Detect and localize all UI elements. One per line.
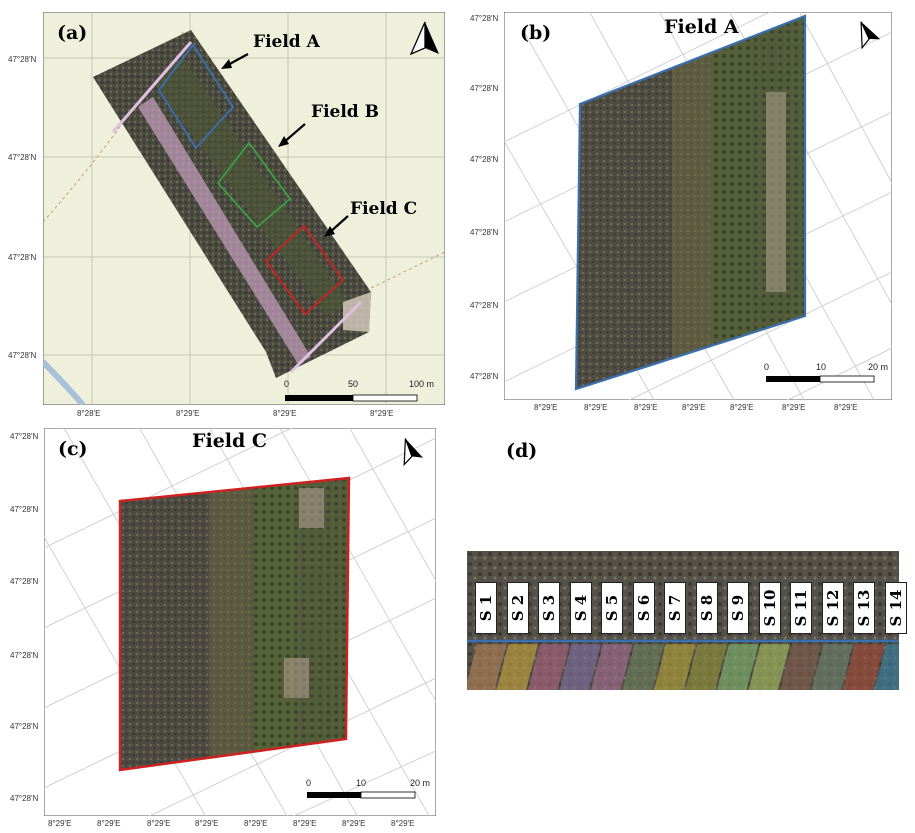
lon-label: 8°29'E xyxy=(370,409,394,418)
lat-label: 47°28'N xyxy=(8,55,37,64)
strip-label: S 9 xyxy=(727,582,749,634)
strip-band xyxy=(528,644,570,690)
panel-b-label: (b) xyxy=(520,22,552,44)
panel-b: (b) Field A 0 10 20 m xyxy=(504,12,892,400)
lon-label: 8°29'E xyxy=(682,403,706,412)
north-arrow-icon xyxy=(409,21,439,56)
strip-band xyxy=(591,644,633,690)
lat-label: 47°28'N xyxy=(470,372,499,381)
strip-band xyxy=(780,644,822,690)
strip-band xyxy=(811,644,853,690)
strip-label: S 6 xyxy=(632,582,655,634)
lat-label: 47°28'N xyxy=(10,505,39,514)
strip-band xyxy=(843,644,885,690)
strip-label: S 2 xyxy=(506,582,529,634)
lat-label: 47°28'N xyxy=(10,794,39,803)
strip-label: S 5 xyxy=(601,582,623,634)
scale-label: 0 xyxy=(306,778,312,788)
strip-band xyxy=(748,644,790,690)
lon-label: 8°28'E xyxy=(77,409,101,418)
strip-label: S 10 xyxy=(758,582,781,634)
panel-a-map xyxy=(43,12,445,405)
lon-label: 8°29'E xyxy=(782,403,806,412)
scale-label: 50 xyxy=(348,379,359,389)
field-a-annotation: Field A xyxy=(253,32,320,52)
scale-label: 100 m xyxy=(409,379,435,389)
strip-band xyxy=(685,644,727,690)
panel-b-title: Field A xyxy=(664,16,739,38)
field-a-outline xyxy=(574,14,807,391)
field-b-annotation: Field B xyxy=(311,102,379,122)
field-c-outline xyxy=(264,224,345,316)
field-a-outline xyxy=(157,43,235,150)
scale-label: 0 xyxy=(284,379,290,389)
strip-label: S 8 xyxy=(695,582,718,634)
panel-c-map xyxy=(44,428,436,816)
lat-label: 47°28'N xyxy=(8,153,37,162)
lon-label: 8°29'E xyxy=(634,403,658,412)
lat-label: 47°28'N xyxy=(10,432,39,441)
lon-label: 8°29'E xyxy=(730,403,754,412)
lon-label: 8°29'E xyxy=(534,403,558,412)
strip-label: S 4 xyxy=(569,582,592,634)
lon-label: 8°29'E xyxy=(195,819,219,828)
strip-label: S 3 xyxy=(538,582,560,634)
field-c-outline xyxy=(118,476,351,772)
lat-label: 47°28'N xyxy=(470,228,499,237)
lon-label: 8°29'E xyxy=(97,819,121,828)
lon-label: 8°29'E xyxy=(834,403,858,412)
strip-band xyxy=(874,644,899,690)
panel-c: (c) Field C 0 10 20 m xyxy=(44,428,436,816)
panel-c-title: Field C xyxy=(192,430,268,452)
lon-label: 8°29'E xyxy=(584,403,608,412)
panel-a-label: (a) xyxy=(57,22,88,44)
field-c-annotation: Field C xyxy=(350,199,418,219)
lat-label: 47°28'N xyxy=(8,351,37,360)
scale-label: 10 xyxy=(356,778,367,788)
strip-band xyxy=(622,644,664,690)
lat-label: 47°28'N xyxy=(470,84,499,93)
lon-label: 8°29'E xyxy=(342,819,366,828)
lon-label: 8°29'E xyxy=(273,409,297,418)
strip-label: S 13 xyxy=(853,582,875,634)
lat-label: 47°28'N xyxy=(470,301,499,310)
lon-label: 8°29'E xyxy=(48,819,72,828)
lat-label: 47°28'N xyxy=(10,651,39,660)
strip-band xyxy=(717,644,759,690)
lon-label: 8°29'E xyxy=(391,819,415,828)
strip-label: S 7 xyxy=(664,582,686,634)
panel-b-map xyxy=(504,12,892,400)
strip-band xyxy=(559,644,601,690)
scale-label: 20 m xyxy=(868,362,889,372)
lat-label: 47°28'N xyxy=(10,722,39,731)
strip-label: S 12 xyxy=(821,582,844,634)
strip-band xyxy=(467,644,507,690)
lon-label: 8°29'E xyxy=(147,819,171,828)
scale-label: 20 m xyxy=(410,778,431,788)
panel-a: (a) Field A Field B Field C 0 50 100 m xyxy=(43,12,445,405)
scale-label: 10 xyxy=(816,362,827,372)
panel-d-label: (d) xyxy=(506,440,538,462)
lon-label: 8°29'E xyxy=(176,409,200,418)
lon-label: 8°29'E xyxy=(293,819,317,828)
lat-label: 47°28'N xyxy=(8,253,37,262)
lat-label: 47°28'N xyxy=(470,14,499,23)
scale-label: 0 xyxy=(764,362,770,372)
panel-c-label: (c) xyxy=(58,438,88,460)
lat-label: 47°28'N xyxy=(470,155,499,164)
strip-label: S 11 xyxy=(790,582,812,634)
strip-band xyxy=(496,644,538,690)
lon-label: 8°29'E xyxy=(244,819,268,828)
field-b-outline xyxy=(216,141,292,229)
lat-label: 47°28'N xyxy=(10,577,39,586)
strip-label: S 14 xyxy=(884,582,907,634)
strip-band xyxy=(654,644,696,690)
strip-label: S 1 xyxy=(475,582,497,634)
